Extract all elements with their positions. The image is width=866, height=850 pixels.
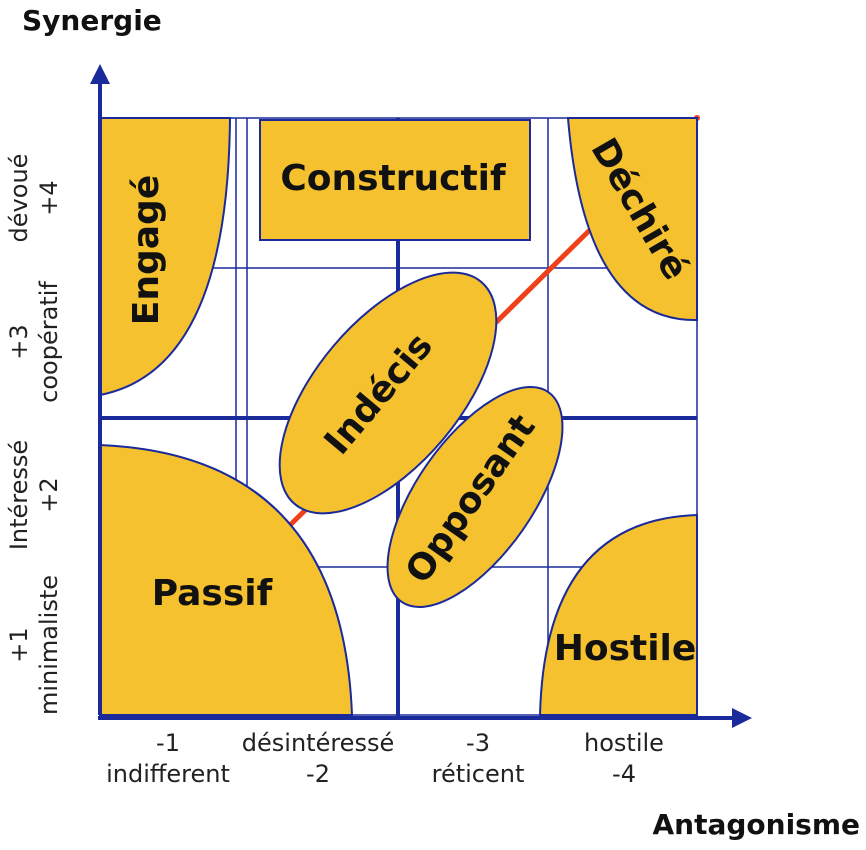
y-label: +2	[35, 477, 63, 512]
y-label: +3	[5, 324, 33, 359]
y-axis-title: Synergie	[22, 4, 162, 37]
y-label: +4	[35, 180, 63, 215]
region-label: Passif	[152, 573, 273, 614]
region-dechire	[566, 117, 698, 322]
region-passif	[99, 443, 354, 716]
x-label: -2	[306, 760, 330, 788]
region-indecis	[278, 271, 498, 515]
x-label: hostile	[584, 729, 664, 757]
y-label: Intéressé	[5, 440, 33, 550]
region-engage	[99, 117, 232, 397]
x-label: indifferent	[106, 760, 230, 788]
region-opposant	[386, 385, 564, 609]
x-axis-title: Antagonisme	[652, 808, 860, 841]
y-label: minimaliste	[35, 575, 63, 715]
y-label: coopératif	[35, 281, 63, 403]
y-label: +1	[5, 627, 33, 662]
region-hostile	[538, 513, 698, 716]
x-label: -4	[612, 760, 636, 788]
x-label: désintéressé	[242, 729, 394, 757]
region-constructif	[259, 119, 531, 241]
region-label: Hostile	[554, 628, 697, 669]
region-label: Constructif	[280, 158, 506, 199]
axes	[90, 64, 752, 728]
x-label: -3	[466, 729, 490, 757]
x-label: réticent	[432, 760, 525, 788]
region-label: Engagé	[126, 175, 167, 325]
y-label: dévoué	[5, 154, 33, 243]
x-label: -1	[156, 729, 180, 757]
